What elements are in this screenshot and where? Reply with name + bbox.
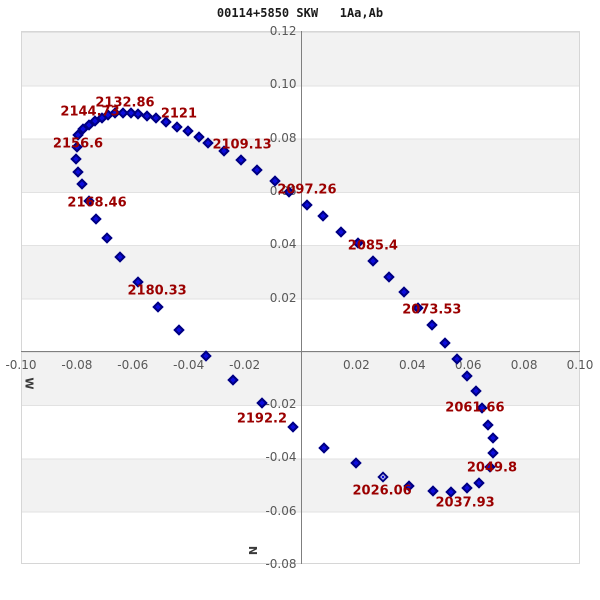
y-tick-label: 0.12 bbox=[269, 24, 297, 38]
epoch-label: 2085.4 bbox=[347, 238, 398, 254]
epoch-label: 2061.66 bbox=[445, 400, 505, 416]
epoch-label: 2097.26 bbox=[277, 182, 337, 198]
y-tick-label: -0.02 bbox=[265, 397, 297, 412]
y-tick-label: -0.04 bbox=[265, 450, 297, 465]
epoch-label: 2026.06 bbox=[352, 483, 412, 499]
epoch-label: 2180.33 bbox=[127, 283, 187, 299]
y-tick-label: -0.06 bbox=[265, 503, 297, 518]
x-tick-label: 0.08 bbox=[510, 357, 538, 372]
epoch-label: 2121 bbox=[160, 106, 197, 122]
x-tick-label: -0.02 bbox=[229, 357, 261, 372]
y-tick-label: 0.10 bbox=[269, 77, 297, 92]
y-axis-title: N bbox=[245, 545, 259, 556]
epoch-label: 2168.46 bbox=[67, 195, 127, 211]
epoch-label: 2049.8 bbox=[466, 460, 518, 476]
x-tick-label: -0.04 bbox=[173, 357, 205, 372]
x-tick-label: -0.06 bbox=[117, 357, 149, 372]
x-tick-label: 0.06 bbox=[454, 357, 482, 372]
y-tick-label: -0.08 bbox=[265, 557, 297, 571]
x-axis-line bbox=[21, 350, 580, 352]
y-axis-line bbox=[300, 31, 302, 564]
y-tick-label: 0.08 bbox=[269, 130, 297, 145]
epoch-label: 2192.2 bbox=[236, 411, 288, 427]
x-tick-label: -0.10 bbox=[5, 357, 37, 372]
epoch-label: 2132.86 bbox=[95, 95, 155, 111]
y-tick-label: 0.02 bbox=[269, 290, 297, 305]
x-tick-label: 0.10 bbox=[566, 357, 594, 372]
epoch-label: 2156.6 bbox=[52, 136, 104, 152]
x-tick-label: 0.04 bbox=[398, 357, 426, 372]
y-tick-label: 0.04 bbox=[269, 237, 297, 252]
epoch-label: 2144.73 bbox=[60, 104, 120, 120]
epoch-label: 2073.53 bbox=[402, 302, 462, 318]
x-axis-title: W bbox=[22, 377, 36, 390]
x-tick-label: -0.08 bbox=[61, 357, 93, 372]
epoch-label: 2037.93 bbox=[435, 495, 495, 511]
x-tick-label: 0.02 bbox=[343, 357, 370, 372]
epoch-label: 2109.13 bbox=[212, 137, 272, 153]
chart-title: 00114+5850 SKW 1Aa,Ab bbox=[216, 6, 384, 20]
